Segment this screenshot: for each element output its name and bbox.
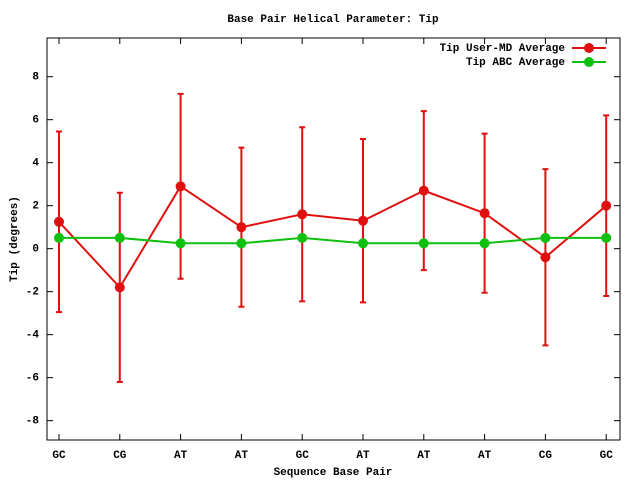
data-point <box>540 252 551 263</box>
y-tick-label: -2 <box>26 287 39 299</box>
data-point <box>479 208 490 219</box>
data-point <box>114 232 125 243</box>
data-point <box>297 209 308 220</box>
chart-title: Base Pair Helical Parameter: Tip <box>227 14 439 26</box>
y-tick-label: 2 <box>32 201 39 213</box>
data-point <box>114 282 125 293</box>
data-point <box>479 238 490 249</box>
legend-marker <box>584 43 594 53</box>
data-point <box>236 238 247 249</box>
x-tick-label: AT <box>417 450 431 462</box>
y-tick-label: 4 <box>32 158 39 170</box>
series-line <box>58 184 607 290</box>
y-tick-label: -4 <box>26 330 40 342</box>
x-tick-label: CG <box>539 450 553 462</box>
data-point <box>358 215 368 226</box>
data-point <box>175 181 186 192</box>
y-tick-label: 0 <box>32 244 39 256</box>
data-point <box>358 238 368 249</box>
data-point <box>418 185 429 196</box>
data-point <box>540 232 551 243</box>
plot-frame <box>46 37 621 441</box>
data-point <box>601 232 612 243</box>
data-point <box>236 222 247 233</box>
x-axis-label: Sequence Base Pair <box>274 467 393 479</box>
y-tick-label: -6 <box>26 373 39 385</box>
x-tick-label: AT <box>356 450 370 462</box>
legend-label: Tip ABC Average <box>466 57 565 69</box>
y-tick-label: -8 <box>26 416 40 428</box>
x-tick-label: GC <box>52 450 66 462</box>
x-tick-label: GC <box>296 450 310 462</box>
data-point <box>418 238 429 249</box>
data-point <box>297 232 308 243</box>
x-tick-label: AT <box>235 450 249 462</box>
data-point <box>54 232 64 243</box>
x-tick-label: CG <box>113 450 127 462</box>
legend-label: Tip User-MD Average <box>440 43 566 55</box>
y-tick-label: 8 <box>32 72 39 84</box>
x-tick-label: AT <box>174 450 188 462</box>
data-point <box>175 238 186 249</box>
y-tick-label: 6 <box>32 115 39 127</box>
legend-marker <box>584 57 594 67</box>
y-axis-label: Tip (degrees) <box>9 196 21 282</box>
x-tick-label: AT <box>478 450 492 462</box>
data-point <box>601 200 612 211</box>
data-point <box>54 216 64 227</box>
x-tick-label: GC <box>600 450 614 462</box>
series-line <box>59 236 607 245</box>
